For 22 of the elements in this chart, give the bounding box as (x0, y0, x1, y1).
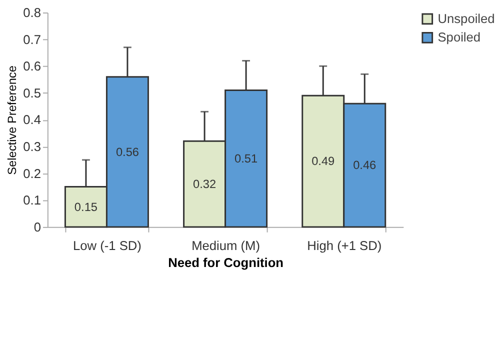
y-tick-label: 0.6 (23, 58, 42, 74)
x-tick-label: Low (-1 SD) (72, 238, 142, 254)
y-tick-label: 0.8 (23, 4, 42, 20)
data-label: 0.15 (74, 200, 98, 214)
y-axis-title: Selective Preference (5, 65, 20, 175)
data-label: 0.49 (312, 154, 336, 168)
legend-label: Spoiled (438, 30, 481, 45)
y-tick-label: 0.3 (23, 138, 42, 154)
data-label: 0.56 (116, 144, 140, 159)
x-tick-label: High (+1 SD) (307, 238, 382, 254)
legend-label: Unspoiled (438, 10, 495, 26)
data-label: 0.46 (353, 158, 377, 172)
y-tick-label: 0.7 (23, 32, 42, 47)
data-label: 0.32 (193, 177, 216, 191)
y-tick-label: 0.5 (23, 85, 42, 100)
y-tick-label: 0.1 (23, 192, 42, 208)
x-axis-title: Need for Cognition (168, 254, 284, 270)
y-tick-label: 0 (34, 219, 42, 234)
y-tick-label: 0.2 (23, 166, 42, 181)
data-label: 0.51 (234, 152, 258, 166)
x-tick-label: Medium (M) (192, 238, 260, 254)
y-tick-label: 0.4 (23, 112, 42, 128)
